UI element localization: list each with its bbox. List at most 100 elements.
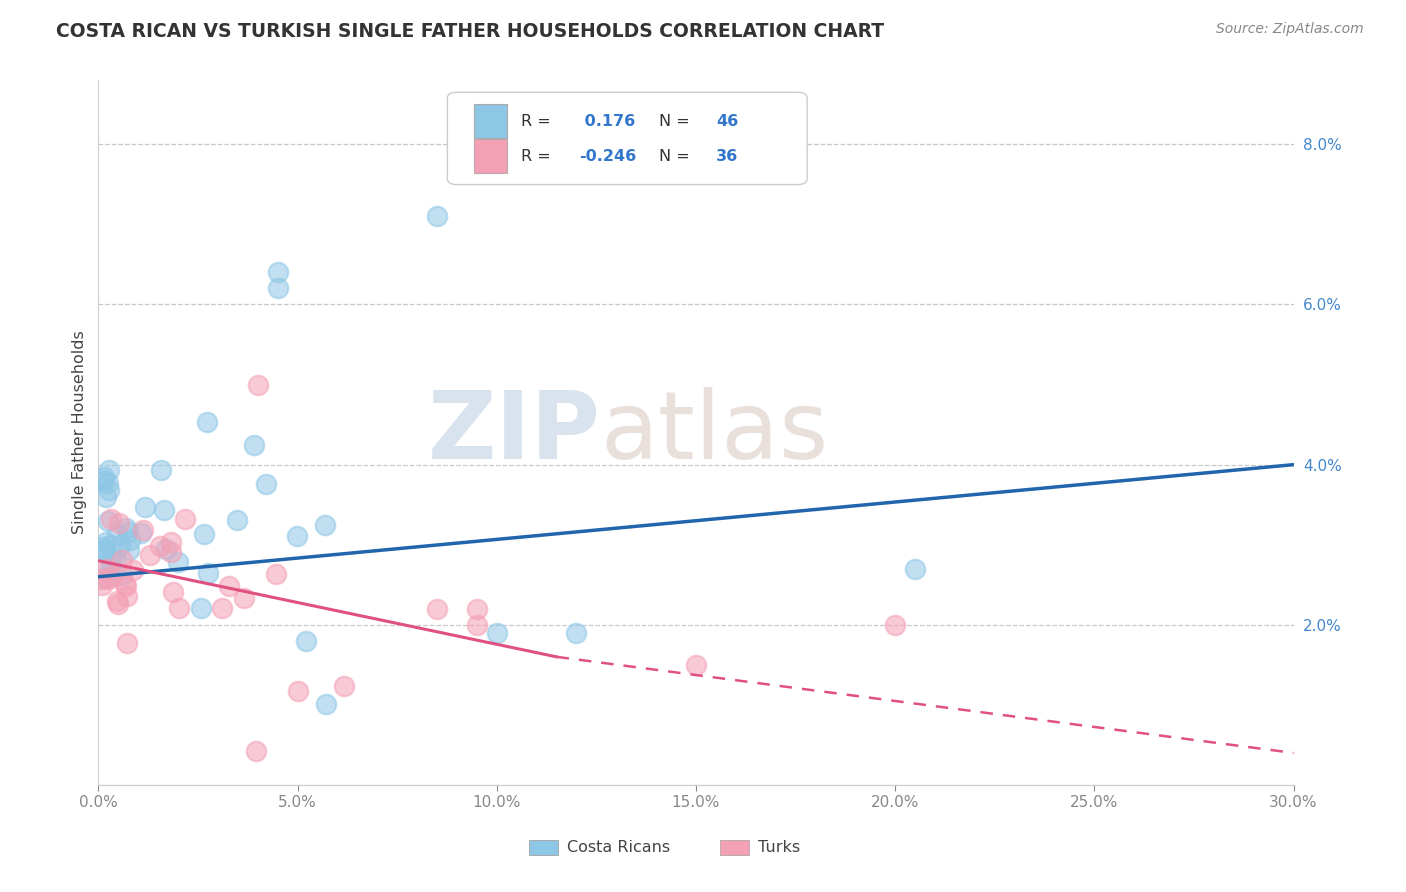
Text: Costa Ricans: Costa Ricans (567, 840, 671, 855)
Point (114, 579, 136, 593)
FancyBboxPatch shape (720, 840, 749, 855)
Point (100, 512, 122, 526)
Point (333, 679, 356, 693)
Point (426, 210, 449, 224)
Point (105, 594, 128, 608)
Text: Turks: Turks (758, 840, 800, 855)
Point (884, 617, 907, 632)
Point (169, 601, 191, 615)
Text: 36: 36 (716, 149, 738, 164)
Text: atlas: atlas (600, 386, 828, 479)
Point (162, 585, 184, 599)
Point (93, 542, 115, 557)
Text: N =: N = (659, 113, 690, 128)
Point (98, 560, 121, 574)
Point (245, 744, 267, 758)
Point (225, 513, 247, 527)
Point (264, 567, 287, 582)
Point (160, 535, 183, 549)
Point (565, 625, 588, 640)
Point (97, 514, 120, 528)
Point (117, 542, 139, 557)
Point (96, 490, 118, 504)
FancyBboxPatch shape (474, 104, 508, 138)
Point (426, 601, 449, 615)
Point (91, 578, 114, 592)
Point (97, 475, 120, 490)
Point (94, 571, 117, 585)
Point (111, 553, 134, 567)
Point (465, 617, 488, 632)
Text: COSTA RICAN VS TURKISH SINGLE FATHER HOUSEHOLDS CORRELATION CHART: COSTA RICAN VS TURKISH SINGLE FATHER HOU… (56, 22, 884, 41)
Point (138, 549, 160, 563)
Point (97, 463, 120, 477)
Point (101, 568, 124, 582)
Point (98, 483, 121, 497)
Point (91, 572, 114, 586)
Point (134, 500, 156, 514)
Text: -0.246: -0.246 (579, 149, 636, 164)
Point (94, 534, 117, 549)
Point (485, 625, 508, 640)
Point (152, 503, 174, 517)
Point (254, 477, 277, 491)
Point (98, 538, 121, 552)
Point (160, 545, 183, 559)
Point (107, 597, 129, 611)
Text: 46: 46 (716, 113, 738, 128)
Point (97, 573, 120, 587)
Point (115, 589, 138, 603)
Point (104, 552, 127, 566)
Point (117, 635, 139, 649)
FancyBboxPatch shape (474, 139, 508, 173)
Point (91, 540, 114, 554)
Point (285, 529, 308, 543)
Point (218, 579, 240, 593)
Text: 0.176: 0.176 (579, 113, 636, 128)
Point (174, 512, 197, 526)
Text: R =: R = (522, 113, 551, 128)
Text: N =: N = (659, 149, 690, 164)
Point (100, 554, 122, 568)
Point (108, 538, 131, 552)
Point (193, 527, 215, 541)
FancyBboxPatch shape (447, 92, 807, 185)
Point (107, 516, 129, 530)
Point (149, 463, 172, 477)
Point (155, 541, 177, 556)
Point (93, 474, 115, 488)
Y-axis label: Single Father Households: Single Father Households (72, 331, 87, 534)
Point (94, 542, 117, 557)
Point (267, 281, 290, 295)
Point (117, 524, 139, 539)
Point (233, 591, 256, 606)
Point (132, 523, 155, 537)
Point (287, 683, 309, 698)
Point (314, 518, 336, 533)
Point (190, 600, 212, 615)
Text: R =: R = (522, 149, 551, 164)
Point (129, 525, 152, 540)
Point (267, 265, 290, 279)
Point (118, 533, 141, 547)
FancyBboxPatch shape (529, 840, 558, 855)
Point (685, 657, 707, 672)
Point (114, 576, 136, 591)
Point (246, 377, 269, 392)
Text: ZIP: ZIP (427, 386, 600, 479)
Point (93, 470, 115, 484)
Point (195, 415, 218, 429)
Point (96, 562, 118, 576)
Point (465, 601, 488, 615)
Text: Source: ZipAtlas.com: Source: ZipAtlas.com (1216, 22, 1364, 37)
Point (295, 634, 318, 648)
Point (105, 528, 128, 542)
Point (904, 562, 927, 576)
Point (243, 437, 266, 451)
Point (197, 566, 219, 581)
Point (315, 697, 337, 711)
Point (122, 563, 145, 577)
Point (149, 539, 172, 553)
Point (167, 555, 190, 569)
Point (111, 568, 134, 582)
